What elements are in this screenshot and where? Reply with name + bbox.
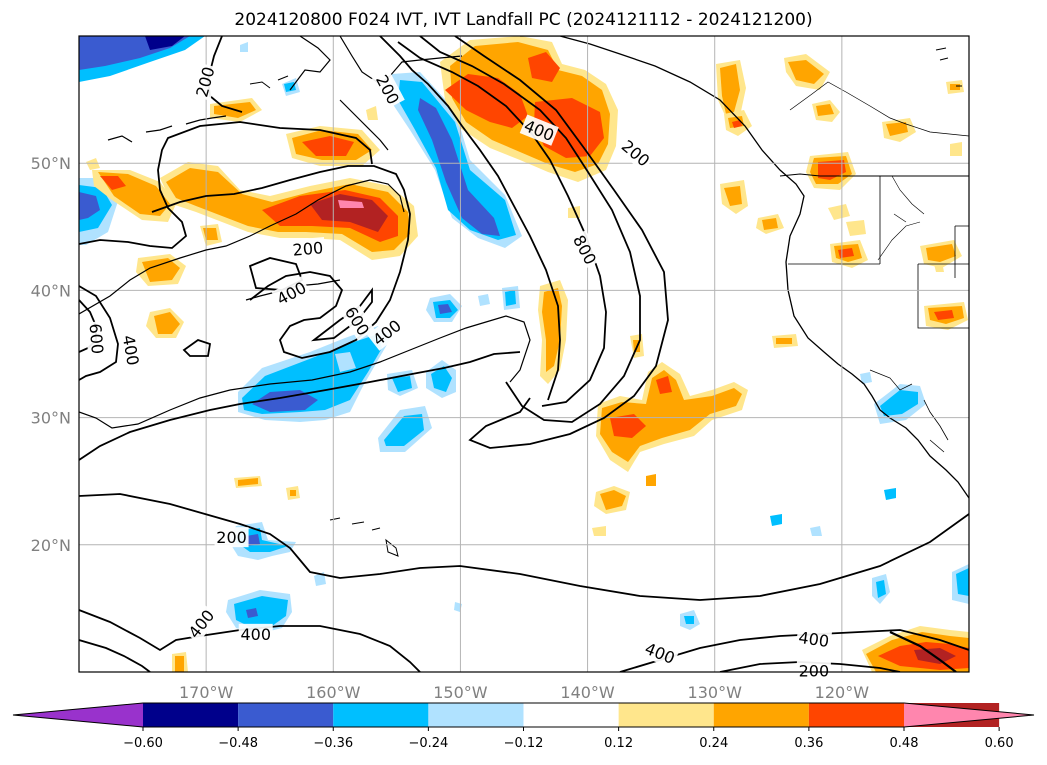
contour-label: 200	[214, 527, 249, 548]
colorbar-tick-label: 0.36	[794, 736, 823, 751]
ivt-contour-200	[79, 121, 373, 249]
colorbar-tick-label: −0.12	[504, 736, 544, 751]
lon-tick-label: 140°W	[560, 683, 615, 702]
ivt-contour-400	[419, 36, 641, 423]
colorbar-cell	[428, 703, 524, 727]
lon-tick-label: 170°W	[179, 683, 234, 702]
ivt-contour-400	[79, 315, 531, 429]
colorbar-cell	[523, 703, 619, 727]
colorbar-tick-label: −0.36	[313, 736, 353, 751]
state-borders	[877, 221, 921, 261]
state-borders	[891, 175, 925, 223]
pc-blob-positive	[172, 362, 748, 672]
ivt-contour-600	[310, 287, 373, 342]
bc-boundary	[789, 81, 969, 137]
lon-tick-label: 150°W	[433, 683, 488, 702]
map-frame	[78, 35, 970, 673]
contour-label: 800	[568, 229, 602, 270]
contour-label: 200	[290, 236, 326, 260]
colorbar-tick-label: 0.12	[604, 736, 633, 751]
colorbar-cell	[713, 703, 809, 727]
axis-tick-labels: 50°N 40°N 30°N 20°N 170°W 160°W 150°W 140°W 130°…	[31, 154, 870, 702]
colorbar-tick-label: −0.60	[123, 736, 163, 751]
contour-label: 400	[238, 623, 273, 644]
contour-label-text: 600	[86, 323, 108, 355]
colorbar-tick-label: 0.24	[699, 736, 728, 751]
colorbar-tick-label: 0.60	[985, 736, 1014, 751]
pc-blob-positive	[366, 54, 968, 348]
figure-title: 2024120800 F024 IVT, IVT Landfall PC (20…	[234, 10, 813, 30]
contour-label: 400	[795, 626, 833, 652]
ivt-contour-400	[151, 165, 411, 359]
contour-label: 200	[796, 660, 831, 681]
lat-tick-label: 30°N	[31, 409, 71, 428]
pc-blob-negative	[79, 36, 205, 82]
alaska-peninsula-coast	[289, 36, 331, 91]
contour-label-text: 200	[216, 528, 247, 547]
colorbar-cell	[618, 703, 714, 727]
state-borders	[869, 369, 913, 391]
contour-label: 400	[118, 331, 144, 369]
contour-label-text: 400	[119, 334, 143, 367]
pc-blob-positive	[86, 158, 418, 260]
contour-label-text: 400	[185, 606, 219, 642]
hawaii-islands	[329, 517, 399, 557]
ivt-contour-400	[79, 639, 151, 672]
pc-blob-negative	[226, 42, 969, 634]
contour-label: 200	[190, 62, 219, 101]
colorbar-cell	[333, 703, 429, 727]
colorbar-cell	[143, 703, 239, 727]
lat-tick-label: 40°N	[31, 281, 71, 300]
state-borders	[788, 176, 969, 329]
contour-label-text: 200	[192, 65, 218, 99]
pc-blob-negative	[390, 72, 522, 248]
contour-label: 600	[85, 320, 109, 357]
baja-california	[923, 399, 949, 453]
ivt-contour-800	[397, 41, 607, 407]
contour-label-text: 200	[799, 662, 830, 681]
canada-us-border	[779, 173, 969, 177]
ivt-contour-200	[454, 36, 669, 449]
coastline	[935, 47, 962, 87]
contour-label-text: 400	[797, 628, 830, 651]
pc-blob-positive	[136, 224, 222, 338]
lat-tick-label: 50°N	[31, 154, 71, 173]
pc-blob-positive	[210, 98, 380, 166]
colorbar-tick-label: 0.48	[890, 736, 919, 751]
lat-tick-label: 20°N	[31, 536, 71, 555]
ivt-contour-600	[182, 339, 212, 357]
aleutian-islands	[249, 75, 289, 89]
ivt-contour-200	[79, 179, 405, 315]
ivt-contour-400	[79, 285, 119, 381]
ivt-contour-800	[379, 36, 561, 401]
ivt-contour-200	[79, 493, 969, 601]
lon-tick-label: 160°W	[306, 683, 361, 702]
ivt-contour-200	[79, 351, 521, 461]
pc-blob-positive	[538, 280, 644, 384]
contour-label-text: 200	[292, 238, 324, 260]
contour-label-text: 200	[618, 136, 654, 170]
colorbar-tick-label: −0.24	[408, 736, 448, 751]
ivt-contour-400	[889, 631, 957, 672]
lon-tick-label: 120°W	[815, 683, 870, 702]
colorbar-extend-high	[904, 703, 1034, 727]
colorbar: −0.60 −0.48 −0.36 −0.24 −0.12 0.12 0.24 0.36 0.4…	[12, 702, 1035, 751]
contour-label: 200	[616, 134, 656, 172]
colorbar-cell	[808, 703, 904, 727]
contour-label-text: 400	[240, 625, 271, 644]
pc-blob-positive	[862, 626, 969, 672]
colorbar-cell	[238, 703, 334, 727]
colorbar-extend-low	[13, 703, 143, 727]
colorbar-tick-label: −0.48	[218, 736, 258, 751]
lon-tick-label: 130°W	[688, 683, 743, 702]
ivt-contour-200	[339, 99, 389, 151]
